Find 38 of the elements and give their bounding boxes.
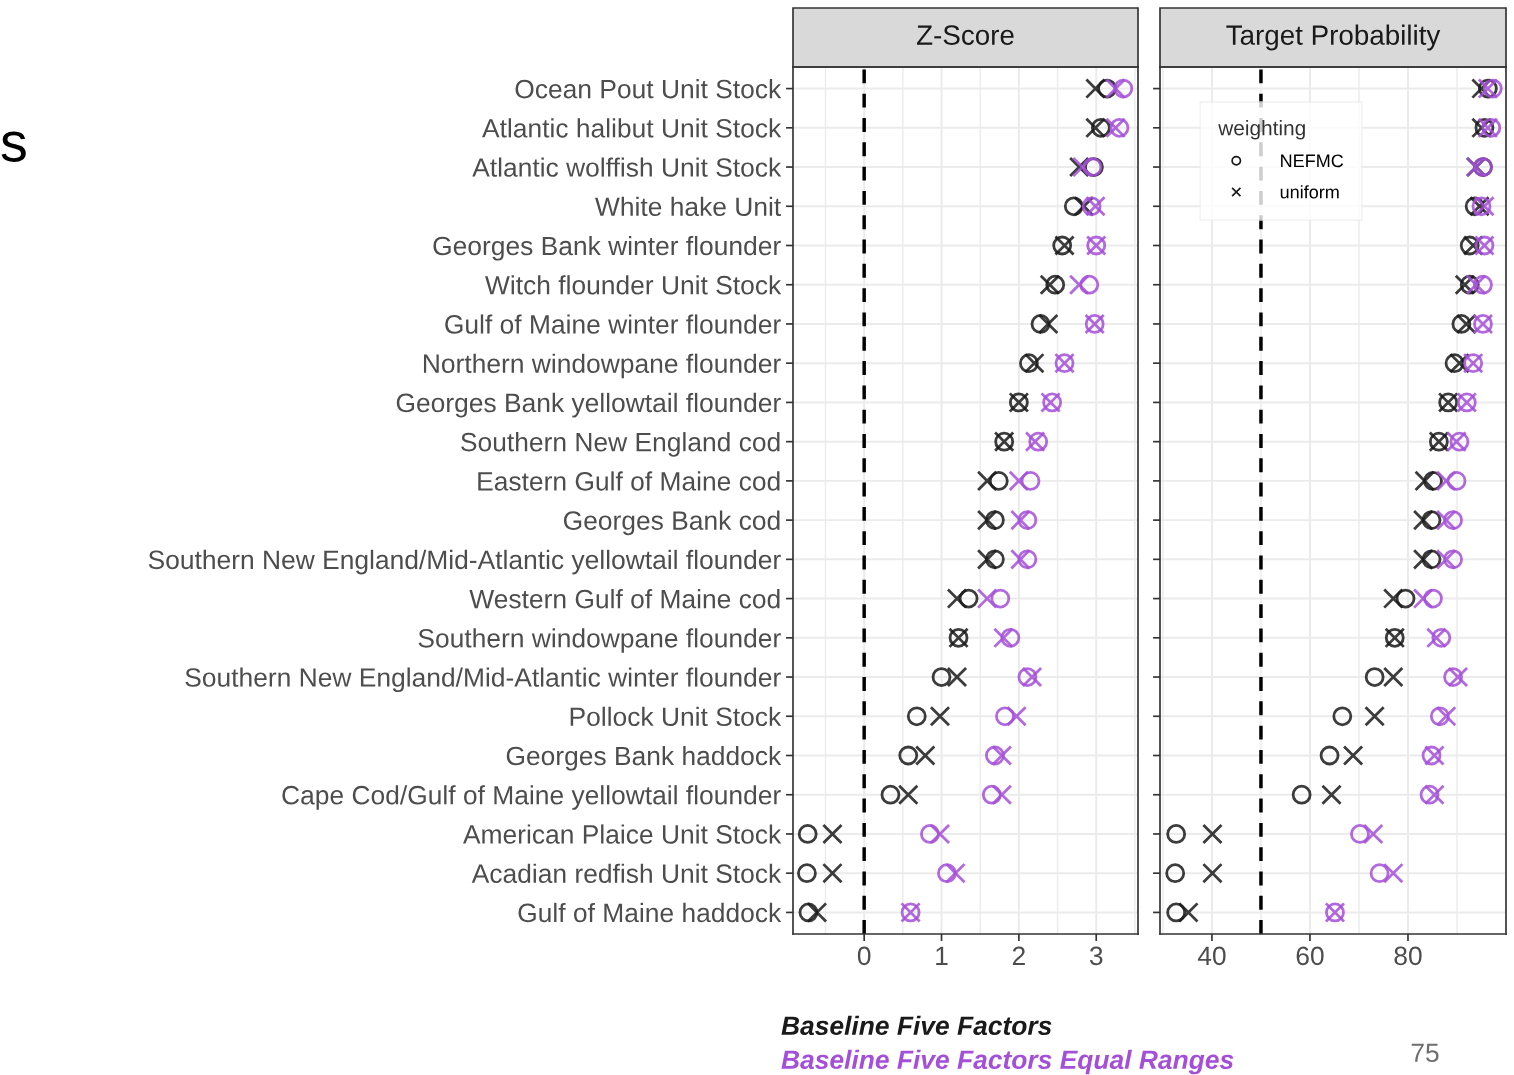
text: Baseline Five Factors Equal Ranges [781,1049,1234,1075]
y-tick-label: Witch flounder Unit Stock [485,275,782,295]
x-tick-label: 0 [857,946,871,966]
y-tick-label: Gulf of Maine haddock [518,902,782,923]
y-tick-label: Georges Bank winter flounder [433,235,781,261]
y-tick-label: Georges Bank cod [563,510,780,536]
y-tick-label: Ocean Pout Unit Stock [515,79,782,99]
x-tick-label: 1 [936,946,948,965]
chart-title: Z-Score [916,25,1014,45]
y-tick-label: Acadian redfish Unit Stock [471,863,782,884]
y-tick-label: Cape Cod/Gulf of Maine yellowtail flounder [282,785,781,810]
chart-title: Target Probability [1226,24,1441,51]
y-tick-label: Atlantic halibut Unit Stock [482,118,782,138]
y-tick-label: White hake Unit [595,196,782,217]
y-tick-label: Southern windowpane flounder [418,628,781,653]
y-tick-label: Southern New England/Mid-Atlantic yellowtail flounder [148,549,781,575]
y-tick-label: American Plaice Unit Stock [463,824,782,844]
x-tick-label: 3 [1089,946,1103,966]
y-tick-label: Southern New England cod [461,432,780,457]
y-tick-label: Gulf of Maine winter flounder [445,314,781,334]
y-tick-label: Pollock Unit Stock [570,706,782,727]
y-tick-label: Atlantic wolffish Unit Stock [472,157,782,177]
y-tick-label: Southern New England/Mid-Atlantic winter flounder [185,667,781,693]
legend-label: uniform [1280,185,1339,199]
legend-label: NEFMC [1281,154,1344,168]
y-tick-label: Georges Bank yellowtail flounder [396,392,781,418]
x-tick-label: 40 [1197,946,1226,966]
y-tick-label: Western Gulf of Maine cod [469,589,780,609]
x-tick-label: 60 [1296,946,1324,966]
text: 75 [1411,1043,1439,1063]
x-tick-label: 80 [1394,946,1422,966]
text: Baseline Five Factors [781,1015,1052,1036]
y-tick-label: Northern windowpane flounder [423,353,781,379]
x-tick-label: 2 [1012,946,1025,965]
text: s [1,131,26,162]
y-tick-label: Eastern Gulf of Maine cod [478,471,780,491]
y-tick-label: Georges Bank haddock [506,745,782,771]
legend-title: weighting [1218,120,1305,140]
